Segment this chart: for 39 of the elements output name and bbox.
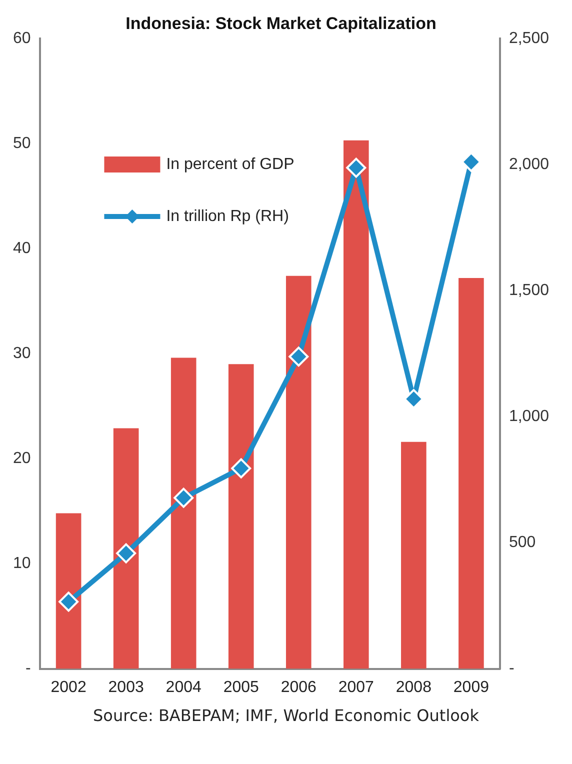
bar xyxy=(170,358,196,669)
source-note: Source: BABEPAM; IMF, World Economic Outlook xyxy=(92,706,480,725)
bar xyxy=(56,513,82,669)
point xyxy=(174,488,194,508)
point xyxy=(58,592,79,612)
y-tick-label: 60 xyxy=(13,30,31,47)
y2-tick-label: 1,500 xyxy=(508,282,550,299)
legend-label: In percent of GDP xyxy=(166,156,294,173)
y-tick-label: 30 xyxy=(13,345,31,362)
bar xyxy=(401,442,426,669)
point xyxy=(116,543,136,564)
bar xyxy=(344,140,369,669)
x-tick-label: 2007 xyxy=(338,678,374,696)
x-tick-label: 2004 xyxy=(166,678,202,696)
y2-tick-label: 500 xyxy=(508,534,536,552)
x-tick-label: 2005 xyxy=(223,678,260,696)
x-tick-label: 2003 xyxy=(108,678,144,696)
bar xyxy=(458,278,484,669)
y-tick-label: 20 xyxy=(13,450,31,468)
chart-title: Indonesia: Stock Market Capitalization xyxy=(126,14,436,33)
bar xyxy=(228,364,254,669)
legend-label: In trillion Rp (RH) xyxy=(166,208,289,225)
y-tick-label: - xyxy=(25,660,31,678)
bar xyxy=(113,428,139,669)
bar xyxy=(286,276,312,669)
point xyxy=(346,158,366,178)
y2-tick-label: 2,000 xyxy=(508,156,550,173)
x-tick-label: 2002 xyxy=(50,678,86,696)
y2-tick-label: 2,500 xyxy=(508,30,550,47)
y-tick-label: 10 xyxy=(13,555,31,572)
y-tick-label: 50 xyxy=(13,134,31,152)
point xyxy=(288,346,309,367)
point xyxy=(231,458,252,478)
x-tick-label: 2009 xyxy=(453,678,490,696)
x-tick-label: 2008 xyxy=(396,678,432,696)
y2-tick-label: - xyxy=(508,660,514,678)
x-tick-label: 2006 xyxy=(280,678,317,696)
y2-tick-label: 1,000 xyxy=(508,408,550,426)
y-tick-label: 40 xyxy=(13,240,31,257)
